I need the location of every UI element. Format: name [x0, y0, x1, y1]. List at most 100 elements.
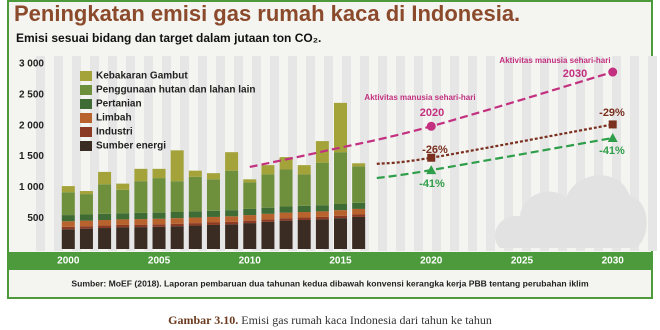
bar-segment	[79, 191, 93, 195]
bar-segment	[279, 212, 293, 219]
projection-marker	[427, 153, 436, 162]
annotation: Aktivitas manusia sehari-hari	[364, 93, 475, 102]
source: Sumber: MoEF (2018). Laporan pembaruan d…	[71, 278, 589, 288]
bar-segment	[297, 220, 311, 249]
bar-segment	[188, 211, 202, 218]
legend-label: Sumber energi	[96, 141, 166, 152]
bar-segment	[134, 181, 148, 213]
bar-segment	[334, 218, 347, 249]
projection-line	[376, 136, 613, 180]
bar-segment	[188, 223, 202, 226]
stripe	[288, 56, 297, 251]
bar-segment	[188, 225, 202, 249]
bar-segment	[170, 150, 184, 182]
bar-segment	[61, 192, 75, 216]
bar-segment	[297, 205, 311, 212]
stripe	[612, 56, 621, 251]
chart-subtitle: Emisi sesuai bidang dan target dalam jut…	[16, 31, 321, 45]
bar-segment	[225, 210, 239, 217]
bar-segment	[116, 227, 130, 249]
legend-label: Pertanian	[96, 99, 142, 110]
bar-segment	[188, 217, 202, 224]
bar-segment	[116, 189, 130, 214]
stripe	[162, 56, 171, 251]
chart-title: Peningkatan emisi gas rumah kaca di Indo…	[14, 1, 520, 26]
bar-segment	[152, 212, 166, 219]
bar-segment	[61, 215, 75, 222]
bar-segment	[334, 203, 347, 211]
legend-swatch	[80, 71, 92, 81]
caption: Gambar 3.10. Emisi gas rumah kaca Indone…	[168, 313, 492, 327]
bar-segment	[152, 224, 166, 227]
y-tick-label: 1 500	[19, 151, 44, 162]
stripe	[360, 56, 369, 251]
projection-line	[376, 123, 613, 165]
bar-segment	[243, 223, 257, 249]
legend-swatch	[80, 127, 92, 137]
bar-segment	[334, 210, 347, 216]
bar-segment	[134, 219, 148, 225]
stripe	[432, 56, 441, 251]
bar-segment	[170, 218, 184, 224]
bar-segment	[206, 216, 220, 223]
bar-segment	[79, 214, 93, 221]
bar-segment	[134, 168, 148, 182]
bar-segment	[297, 165, 311, 175]
stripe	[126, 56, 135, 251]
stripe	[252, 56, 261, 251]
x-tick-label: 2020	[420, 256, 443, 267]
legend-swatch	[80, 99, 92, 109]
bar-segment	[79, 194, 93, 215]
stripe	[108, 56, 117, 251]
annotation: -29%	[599, 107, 625, 119]
legend-swatch	[80, 113, 92, 123]
bar-segment	[352, 166, 366, 203]
bar-segment	[279, 157, 293, 170]
bar-segment	[116, 219, 130, 225]
projection-marker	[608, 120, 617, 129]
bar-segment	[170, 223, 184, 227]
bar-segment	[98, 213, 112, 221]
bar-segment	[352, 163, 366, 167]
bar-segment	[134, 212, 148, 220]
projection-marker	[607, 133, 618, 142]
bar-segment	[170, 226, 184, 249]
stripe	[594, 56, 603, 251]
stripe	[630, 56, 639, 251]
annotation: Aktivitas manusia sehari-hari	[499, 56, 610, 65]
y-tick-label: 2 000	[19, 120, 44, 131]
bar-segment	[188, 176, 202, 212]
annotation: -26%	[422, 144, 448, 156]
x-tick-label: 2005	[148, 256, 171, 267]
stripe	[648, 56, 657, 251]
bar-segment	[352, 208, 366, 215]
bar-segment	[279, 169, 293, 207]
bar-segment	[297, 217, 311, 221]
stripe	[144, 56, 153, 251]
bar-segment	[116, 224, 130, 228]
bar-segment	[79, 228, 93, 249]
bar-segment	[352, 202, 366, 209]
bar-segment	[243, 208, 257, 216]
stripe	[504, 56, 513, 251]
stripe	[180, 56, 189, 251]
stripe	[234, 56, 243, 251]
bar-segment	[98, 184, 112, 214]
bar-segment	[334, 102, 347, 153]
bar-segment	[170, 212, 184, 219]
legend-label: Kebakaran Gambut	[96, 71, 188, 82]
bar-segment	[315, 211, 329, 217]
stripe	[270, 56, 279, 251]
bar-segment	[225, 221, 239, 225]
x-axis-band	[9, 252, 651, 270]
x-tick-label: 2025	[511, 256, 534, 267]
bar-segment	[352, 216, 366, 249]
bar-segment	[279, 218, 293, 221]
stripe	[450, 56, 459, 251]
projection-marker	[608, 67, 618, 77]
bar-segment	[206, 224, 220, 249]
bar-segment	[98, 225, 112, 229]
bar-segment	[206, 222, 220, 225]
bar-segment	[61, 221, 75, 227]
